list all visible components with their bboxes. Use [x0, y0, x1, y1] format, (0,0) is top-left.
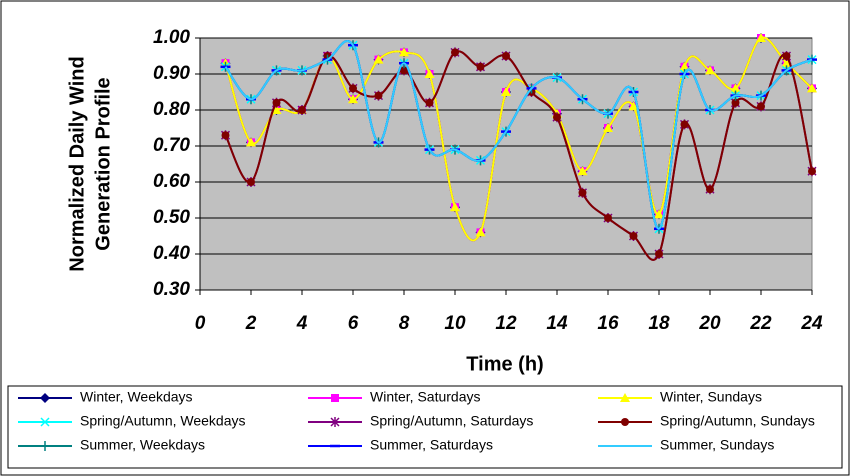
x-axis-label: Time (h) — [466, 353, 543, 375]
y-tick-label: 0.50 — [153, 207, 190, 228]
data-point — [373, 54, 384, 64]
data-point — [603, 123, 613, 132]
data-point — [808, 167, 816, 176]
y-tick-label: 0.70 — [153, 135, 190, 156]
data-point — [246, 137, 256, 147]
x-tick-label: 20 — [698, 313, 721, 334]
data-point — [298, 106, 306, 114]
data-point — [628, 101, 639, 111]
y-tick-label: 0.80 — [153, 99, 190, 120]
legend-label: Winter, Weekdays — [80, 389, 193, 405]
y-tick-label: 1.00 — [153, 27, 190, 48]
legend-label: Spring/Autumn, Weekdays — [80, 413, 246, 429]
data-point — [247, 178, 255, 186]
data-point — [450, 202, 460, 212]
legend-marker — [620, 393, 630, 402]
x-tick-label: 8 — [399, 313, 410, 334]
data-point — [502, 52, 510, 60]
legend-marker — [40, 393, 50, 403]
data-point — [705, 65, 715, 75]
data-point — [578, 188, 587, 197]
data-point — [400, 66, 408, 75]
x-tick-label: 4 — [296, 313, 308, 334]
data-point — [374, 91, 383, 100]
data-point — [731, 98, 740, 107]
series-line — [224, 40, 813, 230]
data-point — [424, 69, 435, 78]
data-point — [604, 214, 612, 222]
legend-label: Summer, Saturdays — [370, 437, 493, 453]
x-tick-label: 10 — [444, 313, 466, 334]
y-axis-label: Generation Profile — [92, 77, 114, 250]
x-tick-label: 24 — [800, 313, 823, 334]
data-point — [221, 131, 230, 140]
data-point — [807, 83, 817, 93]
data-point — [476, 62, 485, 71]
data-point — [781, 58, 792, 68]
legend-marker — [40, 417, 50, 427]
legend-label: Summer, Weekdays — [80, 437, 205, 453]
legend-label: Summer, Sundays — [660, 437, 774, 453]
data-point — [475, 227, 486, 237]
legend-marker — [621, 418, 629, 426]
legend-label: Spring/Autumn, Sundays — [660, 413, 815, 429]
legend-box — [7, 385, 843, 469]
x-tick-label: 22 — [749, 313, 772, 334]
data-point — [271, 105, 282, 114]
x-tick-label: 2 — [245, 313, 257, 334]
y-axis-label: Normalized Daily Wind — [66, 56, 88, 271]
data-point — [349, 84, 357, 93]
y-tick-label: 0.90 — [153, 63, 190, 84]
data-point — [501, 87, 511, 96]
y-tick-label: 0.40 — [153, 243, 190, 264]
x-tick-label: 16 — [597, 313, 619, 334]
legend-marker — [40, 441, 50, 451]
legend-marker — [331, 394, 339, 402]
y-tick-label: 0.60 — [153, 171, 190, 192]
data-point — [680, 120, 689, 129]
data-point — [757, 102, 765, 111]
x-tick-label: 18 — [648, 313, 670, 334]
x-tick-label: 6 — [348, 313, 359, 334]
y-tick-label: 0.30 — [153, 279, 190, 300]
data-point — [348, 94, 358, 104]
legend-label: Winter, Saturdays — [370, 389, 481, 405]
legend-label: Winter, Sundays — [660, 389, 762, 405]
x-tick-label: 0 — [195, 313, 206, 334]
legend-marker — [330, 417, 340, 427]
data-point — [399, 47, 409, 57]
x-tick-label: 12 — [495, 313, 517, 334]
data-point — [553, 113, 561, 122]
data-point — [679, 61, 690, 71]
data-point — [706, 185, 714, 194]
legend-label: Spring/Autumn, Saturdays — [370, 413, 533, 429]
data-point — [654, 209, 664, 219]
data-point — [730, 83, 741, 93]
data-point — [577, 166, 588, 176]
data-point — [451, 48, 459, 57]
data-point — [629, 232, 638, 240]
x-tick-label: 14 — [546, 313, 568, 334]
data-point — [425, 98, 434, 107]
data-point — [756, 33, 766, 42]
data-point — [655, 250, 663, 258]
data-point — [782, 52, 791, 60]
data-point — [272, 98, 281, 107]
